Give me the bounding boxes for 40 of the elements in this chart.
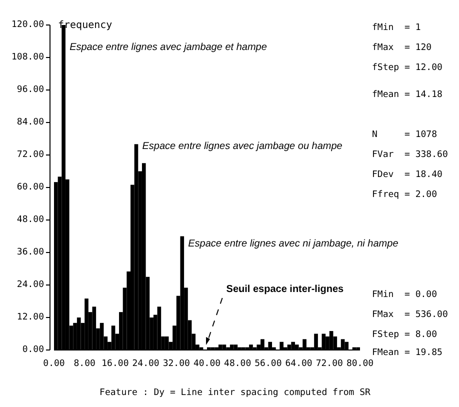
y-tick-label: 12.00 xyxy=(16,312,44,322)
y-tick-label: 48.00 xyxy=(16,214,44,225)
text: FDev = 18.40 xyxy=(372,170,442,180)
text: Ffreq = 2.00 xyxy=(372,190,438,200)
y-tick-label: 60.00 xyxy=(16,182,44,192)
x-tick-label: 56.00 xyxy=(254,359,282,369)
annotation: Espace entre lignes avec jambage et hampe xyxy=(70,42,268,53)
y-tick-label: 36.00 xyxy=(16,247,44,258)
y-tick-label: 0.00 xyxy=(22,344,44,355)
text: FMax = 536.00 xyxy=(372,310,448,320)
annotation: Espace entre lignes avec jambage ou hampe xyxy=(142,141,343,152)
y-tick-label: 96.00 xyxy=(16,84,44,95)
x-tick-label: 0.00 xyxy=(43,359,65,369)
annotation: Espace entre lignes avec ni jambage, ni hampe xyxy=(188,238,399,250)
y-tick-label: 108.00 xyxy=(11,52,44,62)
y-tick-label: 72.00 xyxy=(16,150,44,160)
text: FVar = 338.60 xyxy=(372,150,448,160)
y-tick-label: 84.00 xyxy=(16,117,44,128)
x-tick-label: 32.00 xyxy=(162,359,190,369)
annotation: Seuil espace inter-lignes xyxy=(226,284,344,295)
x-tick-label: 16.00 xyxy=(102,359,129,369)
text: FMin = 0.00 xyxy=(372,290,438,300)
text: fMean = 14.18 xyxy=(372,90,442,100)
x-axis-title: Feature : Dy = Line inter spacing computed from SR xyxy=(100,388,372,398)
x-tick-label: 64.00 xyxy=(285,359,312,369)
y-tick-label: 120.00 xyxy=(11,20,44,30)
y-tick-label: 24.00 xyxy=(16,280,44,290)
x-tick-label: 24.00 xyxy=(132,359,160,369)
x-tick-label: 80.00 xyxy=(346,359,374,369)
text: FMean = 19.85 xyxy=(372,348,442,358)
text: fMin = 1 xyxy=(372,23,421,33)
text: fStep = 12.00 xyxy=(372,63,442,73)
y-axis-title: frequency xyxy=(58,20,112,31)
text: FStep = 8.00 xyxy=(372,330,438,340)
x-tick-label: 8.00 xyxy=(74,359,96,369)
x-tick-label: 48.00 xyxy=(224,359,252,369)
x-tick-label: 40.00 xyxy=(193,359,221,369)
text: fMax = 120 xyxy=(372,43,432,53)
x-tick-label: 72.00 xyxy=(316,359,343,369)
text: N = 1078 xyxy=(372,130,438,140)
